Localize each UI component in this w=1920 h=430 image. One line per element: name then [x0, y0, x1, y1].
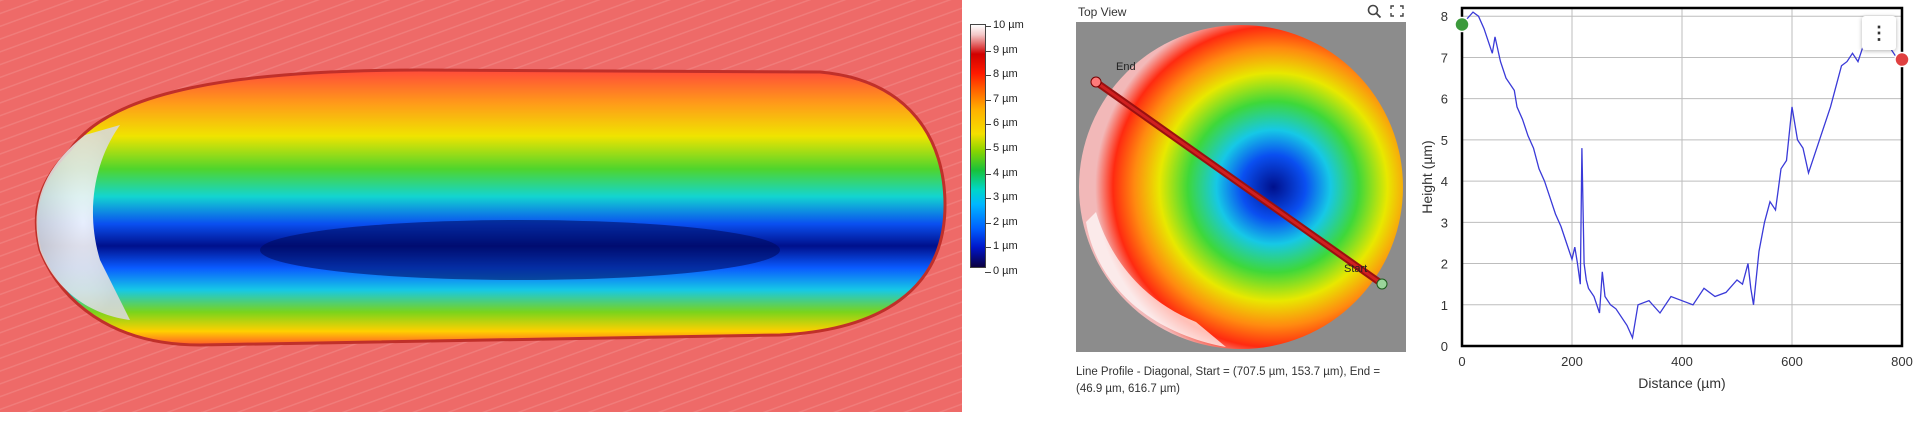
3d-surface-view[interactable] — [0, 0, 962, 412]
start-handle[interactable] — [1376, 278, 1388, 290]
legend-color-bar — [970, 24, 986, 268]
legend-tick — [985, 272, 991, 273]
y-tick-label: 4 — [1441, 174, 1448, 189]
top-view-panel: Top View End Start Li — [1074, 0, 1414, 412]
legend-tick — [985, 247, 991, 249]
legend-label: 7 µm — [993, 92, 1018, 105]
height-color-legend: 10 µm 9 µm 8 µm 7 µm 6 µm 5 µm 4 µm 3 µm 2 µm 1 µ… — [966, 19, 1076, 290]
line-profile-caption: Line Profile - Diagonal, Start = (707.5 … — [1076, 364, 1416, 398]
x-tick-label: 400 — [1671, 354, 1693, 369]
y-tick-label: 2 — [1441, 257, 1448, 272]
x-tick-label: 800 — [1891, 354, 1913, 369]
legend-label: 2 µm — [993, 215, 1018, 228]
y-tick-label: 6 — [1441, 92, 1448, 107]
caption-line-1: Line Profile - Diagonal, Start = (707.5 … — [1076, 366, 1381, 378]
y-axis-label: Height (µm) — [1419, 140, 1435, 213]
legend-tick — [985, 124, 991, 126]
legend-label: 6 µm — [993, 117, 1018, 130]
end-label: End — [1116, 61, 1136, 73]
legend-tick — [985, 99, 991, 101]
legend-tick — [985, 50, 991, 52]
start-label: Start — [1344, 263, 1367, 275]
profile-series-line — [1461, 11, 1903, 341]
legend-label: 5 µm — [993, 142, 1018, 154]
y-tick-label: 3 — [1441, 215, 1448, 230]
x-tick-label: 0 — [1458, 354, 1465, 369]
y-tick-label: 8 — [1441, 9, 1448, 24]
top-view-image[interactable]: End Start — [1076, 22, 1406, 352]
magnifier-icon[interactable] — [1366, 3, 1384, 19]
legend-tick — [985, 26, 991, 27]
legend-tick — [985, 149, 991, 150]
fullscreen-icon[interactable] — [1388, 3, 1406, 19]
y-tick-label: 5 — [1441, 133, 1448, 148]
legend-label: 1 µm — [993, 240, 1018, 253]
y-tick-label: 7 — [1441, 50, 1448, 65]
height-profile-chart[interactable]: 0 200 400 600 800 0 1 2 3 4 5 6 7 8 Distance (µm) Hei… — [1414, 0, 1920, 412]
x-tick-label: 600 — [1781, 354, 1803, 369]
kebab-menu-icon[interactable]: ⋮ — [1862, 16, 1896, 50]
start-marker[interactable] — [1454, 16, 1470, 33]
legend-tick — [985, 173, 991, 175]
end-marker[interactable] — [1894, 51, 1910, 68]
legend-label: 3 µm — [993, 191, 1018, 204]
legend-label: 8 µm — [993, 68, 1018, 81]
legend-label: 10 µm — [993, 19, 1024, 31]
top-view-title: Top View — [1078, 5, 1127, 19]
y-tick-label: 0 — [1441, 339, 1448, 354]
x-tick-label: 200 — [1561, 354, 1583, 369]
end-handle[interactable] — [1090, 76, 1102, 88]
caption-line-2: (46.9 µm, 616.7 µm) — [1076, 383, 1181, 395]
legend-tick — [985, 75, 991, 77]
y-tick-label: 1 — [1441, 298, 1448, 313]
legend-label: 0 µm — [993, 265, 1018, 277]
legend-tick — [985, 222, 991, 224]
x-axis-label: Distance (µm) — [1638, 375, 1725, 391]
legend-label: 9 µm — [993, 43, 1018, 56]
legend-label: 4 µm — [993, 166, 1018, 179]
legend-tick — [985, 198, 991, 200]
